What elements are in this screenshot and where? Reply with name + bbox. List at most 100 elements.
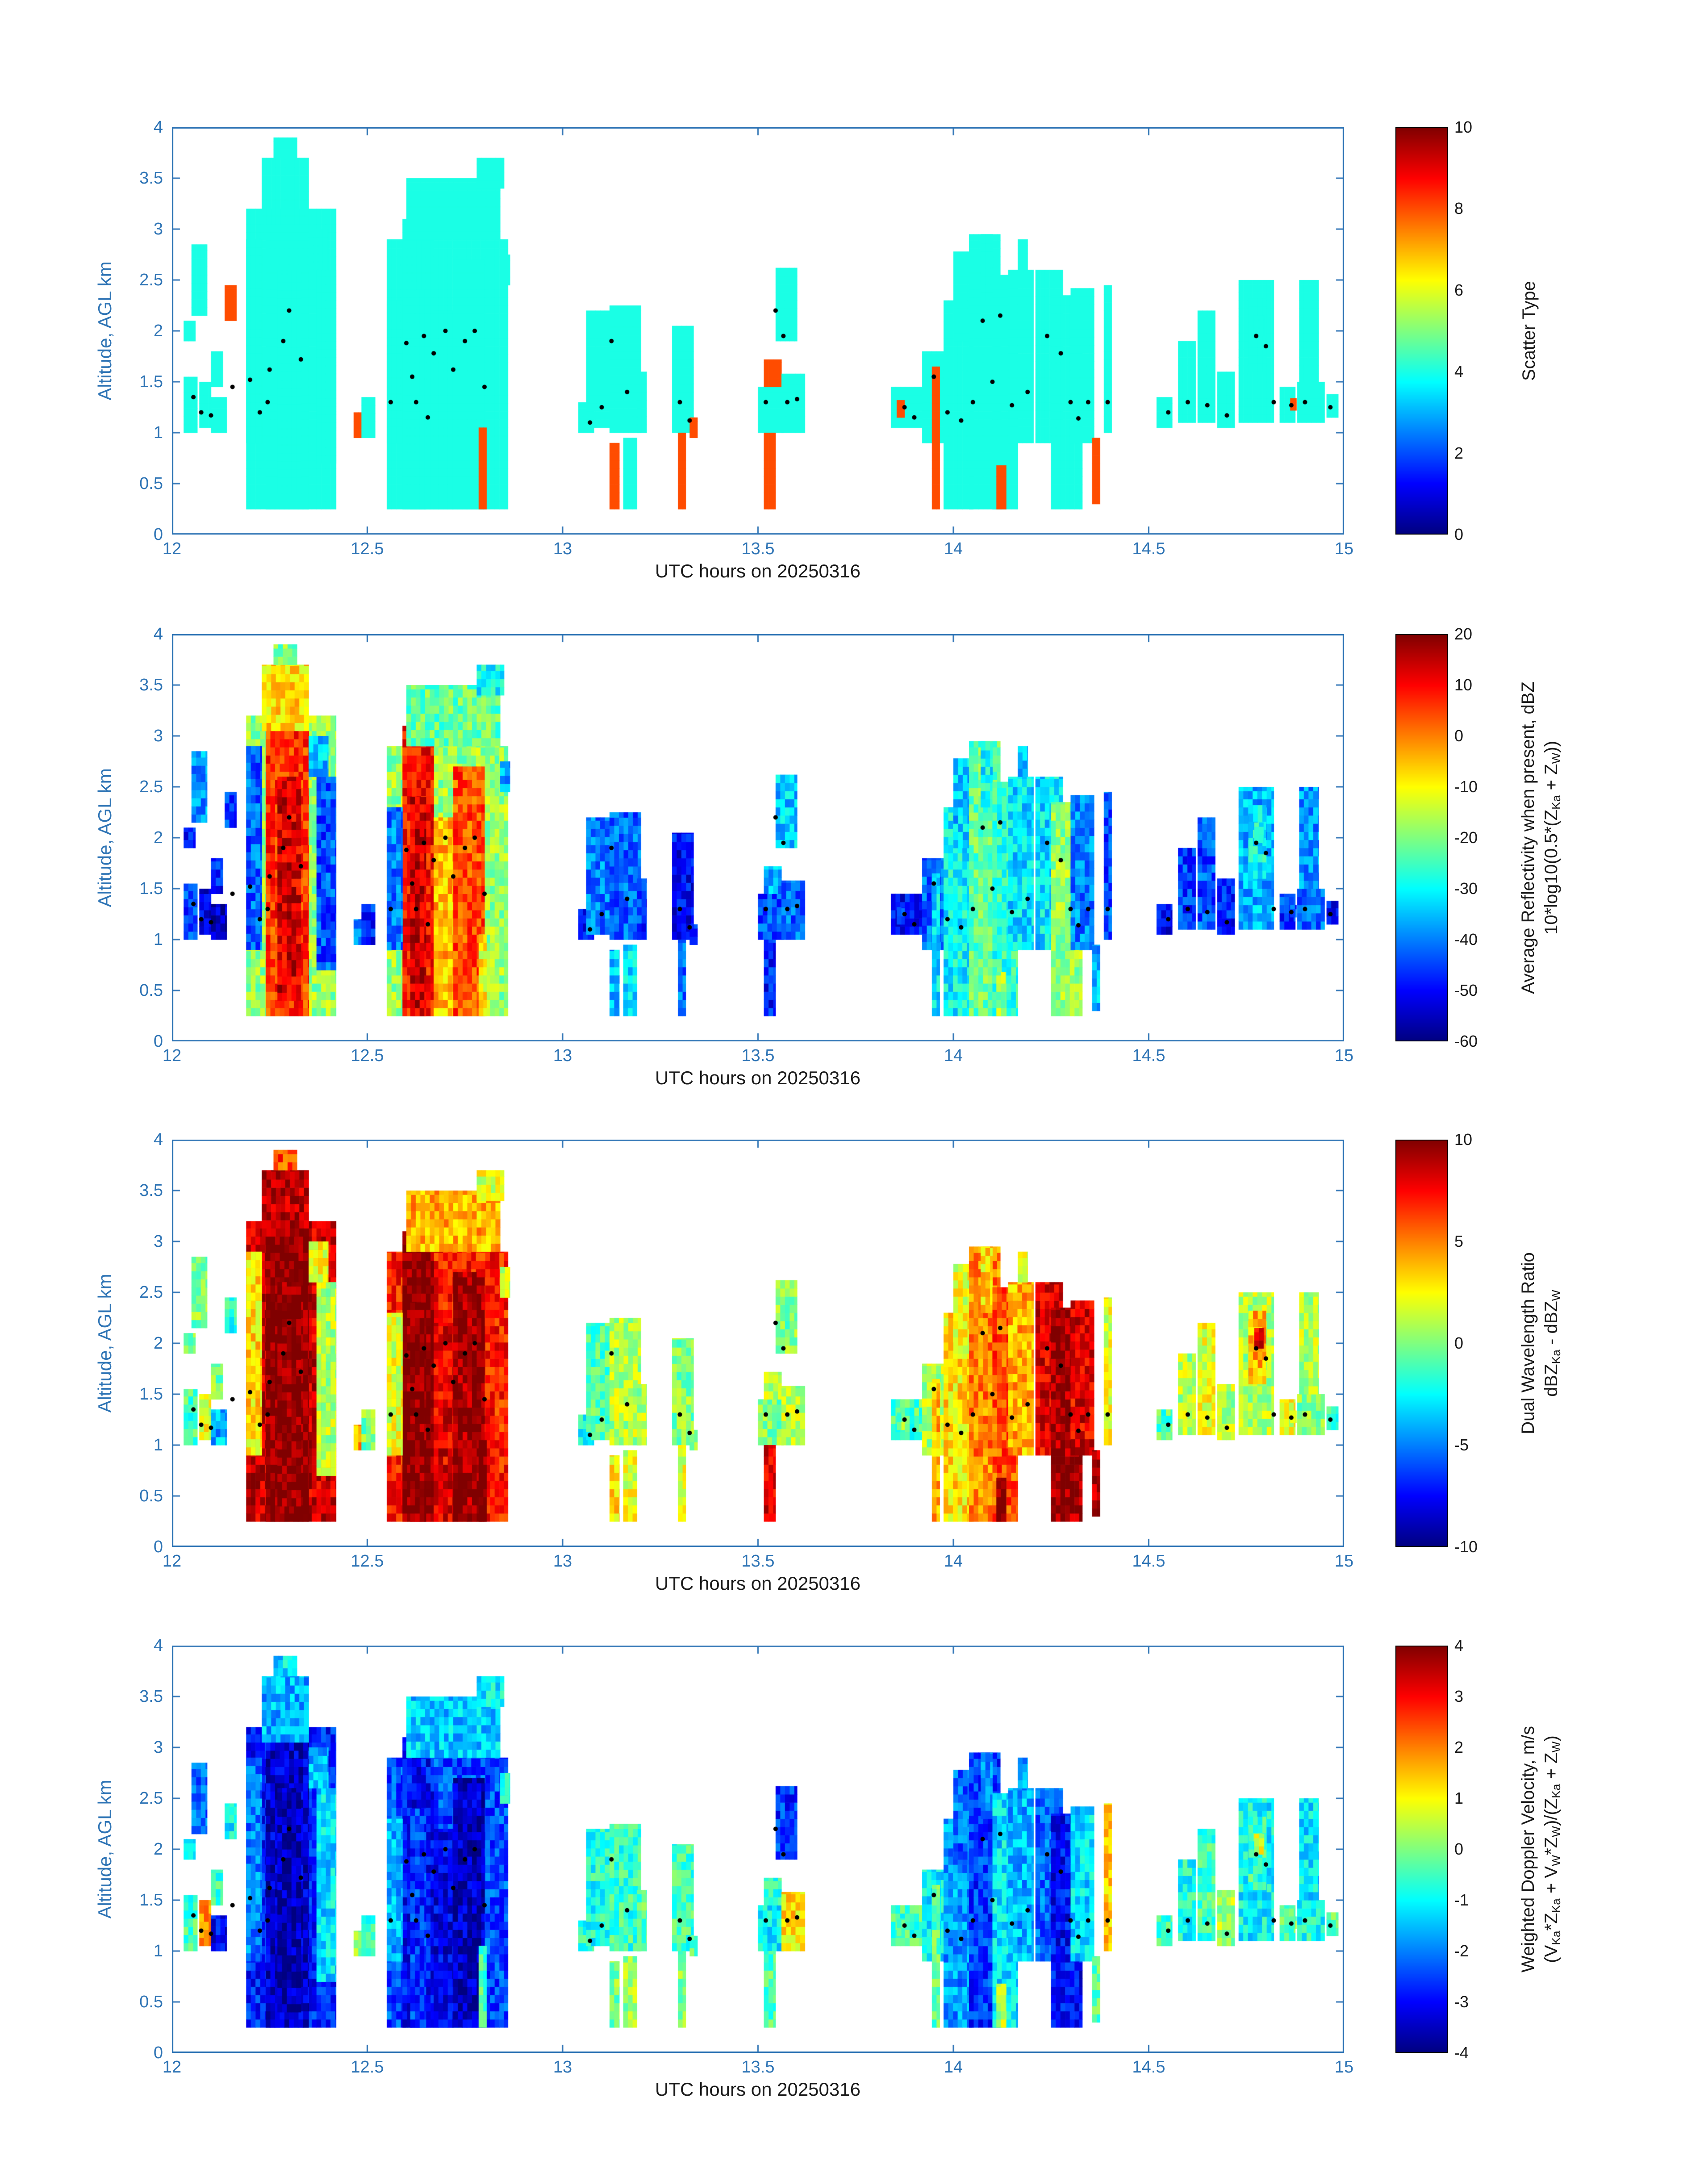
x-tick-label: 13.5: [741, 539, 775, 558]
colorbar-tick-label: 1: [1454, 1789, 1464, 1807]
x-tick-label: 14: [944, 2058, 963, 2077]
y-tick-label: 2.5: [139, 271, 163, 289]
x-tick-label: 15: [1334, 1046, 1354, 1065]
scatter-type-colorbar-label: Scatter Type: [1519, 281, 1539, 381]
colorbar-tick-label: 2: [1454, 1738, 1464, 1756]
y-tick-label: 0: [153, 1538, 163, 1556]
panel-average-reflectivity: Altitude, AGL km UTC hours on 20250316 A…: [0, 625, 1708, 1130]
y-tick-label: 1.5: [139, 879, 163, 898]
y-axis-label: Altitude, AGL km: [94, 1780, 115, 1919]
y-tick-label: 2: [153, 1840, 163, 1859]
y-axis-label: Altitude, AGL km: [94, 1274, 115, 1413]
x-tick-label: 13.5: [741, 1046, 775, 1065]
panel-weighted-doppler-velocity: Altitude, AGL km UTC hours on 20250316 W…: [0, 1636, 1708, 2141]
y-tick-label: 3.5: [139, 1687, 163, 1706]
y-tick-label: 2.5: [139, 1789, 163, 1808]
x-tick-label: 12: [162, 1552, 182, 1571]
colorbar-tick-label: -10: [1454, 777, 1478, 796]
y-tick-label: 2.5: [139, 777, 163, 796]
panel-dual-wavelength-ratio: Altitude, AGL km UTC hours on 20250316 D…: [0, 1130, 1708, 1635]
x-tick-label: 13.5: [741, 1552, 775, 1571]
colorbar-tick-label: -2: [1454, 1942, 1469, 1960]
y-tick-label: 3: [153, 1738, 163, 1757]
average-reflectivity-colorbar: [1395, 634, 1448, 1041]
y-axis-label: Altitude, AGL km: [94, 768, 115, 907]
colorbar-tick-label: -5: [1454, 1436, 1469, 1454]
y-tick-label: 0: [153, 2043, 163, 2062]
x-tick-label: 12: [162, 1046, 182, 1065]
colorbar-tick-label: 3: [1454, 1687, 1464, 1705]
y-tick-label: 0.5: [139, 474, 163, 493]
colorbar-tick-label: 20: [1454, 625, 1473, 643]
x-tick-label: 13.5: [741, 2058, 775, 2077]
y-tick-label: 1.5: [139, 372, 163, 391]
y-tick-label: 0.5: [139, 1487, 163, 1505]
x-tick-label: 14: [944, 539, 963, 558]
y-tick-label: 3: [153, 1232, 163, 1251]
x-tick-label: 15: [1334, 539, 1354, 558]
x-tick-label: 13: [553, 1552, 572, 1571]
y-tick-label: 2.5: [139, 1283, 163, 1302]
y-tick-label: 0.5: [139, 1993, 163, 2011]
x-tick-label: 14.5: [1132, 1046, 1165, 1065]
x-tick-label: 15: [1334, 1552, 1354, 1571]
colorbar-tick-label: -60: [1454, 1032, 1478, 1050]
panel-scatter-type: Altitude, AGL km UTC hours on 20250316 S…: [0, 118, 1708, 623]
y-tick-label: 3: [153, 727, 163, 745]
y-tick-label: 2: [153, 322, 163, 340]
colorbar-tick-label: 0: [1454, 727, 1464, 745]
y-tick-label: 1.5: [139, 1385, 163, 1404]
y-tick-label: 3.5: [139, 676, 163, 694]
x-axis-label: UTC hours on 20250316: [655, 2079, 860, 2100]
colorbar-tick-label: 10: [1454, 1130, 1473, 1149]
x-tick-label: 12.5: [351, 2058, 384, 2077]
colorbar-tick-label: -3: [1454, 1993, 1469, 2011]
colorbar-tick-label: 10: [1454, 118, 1473, 136]
colorbar-tick-label: -50: [1454, 981, 1478, 999]
y-tick-label: 3.5: [139, 1181, 163, 1200]
x-tick-label: 12.5: [351, 1046, 384, 1065]
y-tick-label: 1: [153, 423, 163, 442]
colorbar-tick-label: 2: [1454, 443, 1464, 462]
x-tick-label: 14: [944, 1552, 963, 1571]
colorbar-tick-label: 0: [1454, 525, 1464, 543]
weighted-doppler-velocity-plot-canvas: [172, 1646, 1344, 2053]
colorbar-tick-label: 4: [1454, 1636, 1464, 1655]
y-tick-label: 0: [153, 525, 163, 544]
colorbar-tick-label: 10: [1454, 676, 1473, 694]
x-tick-label: 14.5: [1132, 2058, 1165, 2077]
x-axis-label: UTC hours on 20250316: [655, 560, 860, 581]
y-tick-label: 1: [153, 1942, 163, 1960]
y-tick-label: 4: [153, 118, 163, 137]
colorbar-tick-label: 5: [1454, 1232, 1464, 1250]
average-reflectivity-colorbar-label: Average Reflectivity when present, dBZ 10…: [1518, 681, 1563, 994]
x-axis-label: UTC hours on 20250316: [655, 1573, 860, 1594]
y-tick-label: 1: [153, 1436, 163, 1454]
x-tick-label: 12: [162, 539, 182, 558]
average-reflectivity-plot-canvas: [172, 634, 1344, 1041]
colorbar-tick-label: 6: [1454, 280, 1464, 299]
colorbar-tick-label: 4: [1454, 362, 1464, 381]
x-tick-label: 14: [944, 1046, 963, 1065]
y-tick-label: 3.5: [139, 169, 163, 188]
y-tick-label: 4: [153, 625, 163, 643]
colorbar-tick-label: 0: [1454, 1334, 1464, 1352]
colorbar-tick-label: -20: [1454, 828, 1478, 847]
y-axis-label: Altitude, AGL km: [94, 261, 115, 401]
x-tick-label: 14.5: [1132, 1552, 1165, 1571]
y-tick-label: 3: [153, 220, 163, 238]
x-tick-label: 13: [553, 539, 572, 558]
colorbar-tick-label: -40: [1454, 930, 1478, 949]
y-tick-label: 0: [153, 1032, 163, 1051]
y-tick-label: 1.5: [139, 1891, 163, 1910]
y-tick-label: 4: [153, 1636, 163, 1655]
colorbar-tick-label: -4: [1454, 2043, 1469, 2062]
colorbar-tick-label: -1: [1454, 1891, 1469, 1909]
colorbar-tick-label: -30: [1454, 879, 1478, 898]
x-axis-label: UTC hours on 20250316: [655, 1067, 860, 1088]
weighted-doppler-velocity-colorbar-label: Weighted Doppler Velocity, m/s (VKa*ZKa +…: [1518, 1726, 1563, 1973]
dual-wavelength-ratio-plot-canvas: [172, 1140, 1344, 1547]
y-tick-label: 1: [153, 930, 163, 949]
dual-wavelength-ratio-colorbar: [1395, 1140, 1448, 1547]
